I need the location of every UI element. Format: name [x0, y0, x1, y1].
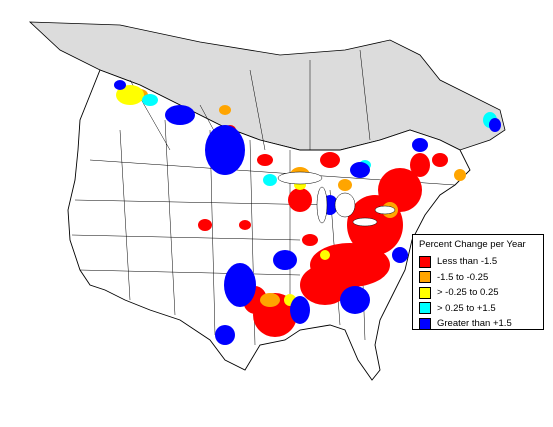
great-lakes — [277, 171, 396, 227]
legend-label: Less than -1.5 — [437, 256, 498, 268]
legend-swatch — [419, 302, 431, 315]
legend-label: > -0.25 to 0.25 — [437, 287, 499, 299]
legend-swatch — [419, 286, 431, 299]
legend-item-0-25-to-1-5: > 0.25 to +1.5 — [419, 301, 537, 317]
legend-item-less-than-neg1-5: Less than -1.5 — [419, 254, 537, 270]
legend-item-neg0-25-to-0-25: > -0.25 to 0.25 — [419, 285, 537, 301]
legend-swatch — [419, 255, 431, 268]
map-legend: Percent Change per Year Less than -1.5 -… — [412, 234, 544, 330]
legend-swatch — [419, 271, 431, 284]
legend-item-greater-than-1-5: Greater than +1.5 — [419, 316, 537, 332]
legend-swatch — [419, 317, 431, 330]
legend-label: -1.5 to -0.25 — [437, 271, 489, 283]
legend-label: Greater than +1.5 — [437, 318, 512, 330]
legend-label: > 0.25 to +1.5 — [437, 302, 496, 314]
legend-item-neg1-5-to-neg0-25: -1.5 to -0.25 — [419, 270, 537, 286]
legend-title: Percent Change per Year — [419, 239, 526, 250]
